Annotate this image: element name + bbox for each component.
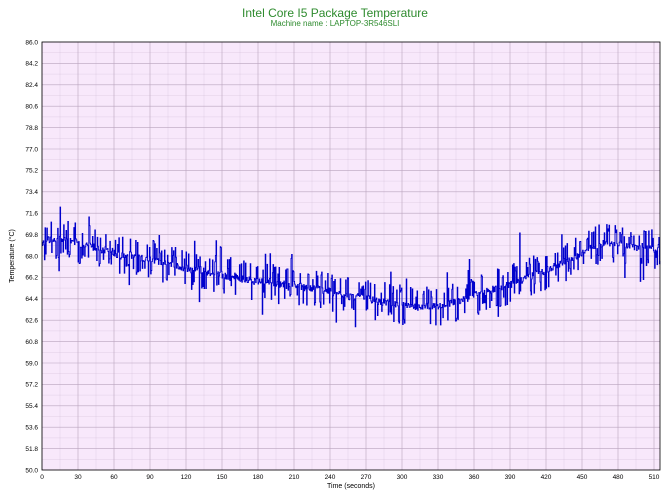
y-tick-label: 57.2 [25,382,38,389]
x-tick-label: 30 [74,474,82,481]
x-tick-label: 150 [217,474,228,481]
y-tick-label: 64.4 [25,296,38,303]
y-tick-label: 66.2 [25,275,38,282]
y-tick-label: 55.4 [25,403,38,410]
x-tick-label: 510 [649,474,660,481]
y-tick-label: 69.8 [25,232,38,239]
y-tick-label: 60.8 [25,339,38,346]
y-tick-label: 78.8 [25,125,38,132]
x-tick-label: 300 [397,474,408,481]
y-tick-label: 84.2 [25,61,38,68]
temperature-series-line [42,206,661,328]
y-tick-label: 50.0 [25,467,38,474]
x-tick-label: 480 [613,474,624,481]
y-tick-label: 86.0 [25,39,38,46]
x-tick-label: 120 [181,474,192,481]
x-tick-label: 270 [361,474,372,481]
x-tick-label: 330 [433,474,444,481]
y-tick-label: 75.2 [25,168,38,175]
x-tick-label: 180 [253,474,264,481]
y-tick-label: 80.6 [25,104,38,111]
y-axis-label: Temperature (°C) [8,229,16,283]
x-tick-label: 210 [289,474,300,481]
y-tick-label: 77.0 [25,146,38,153]
x-axis-label: Time (seconds) [327,483,375,490]
ticks: 86.0 84.2 82.4 80.6 78.8 77.0 75.2 73.4 71.6 69.8… [25,39,659,481]
chart-title: Intel Core I5 Package Temperature [242,6,428,20]
x-tick-label: 0 [40,474,44,481]
y-tick-label: 73.4 [25,189,38,196]
plot-border [41,41,661,471]
x-tick-label: 240 [325,474,336,481]
y-tick-label: 53.6 [25,425,38,432]
y-tick-label: 82.4 [25,82,38,89]
x-tick-label: 90 [146,474,154,481]
x-tick-label: 360 [469,474,480,481]
y-tick-label: 71.6 [25,211,38,218]
y-tick-label: 51.8 [25,446,38,453]
x-tick-label: 450 [577,474,588,481]
x-tick-label: 420 [541,474,552,481]
series-layer [42,206,661,328]
y-tick-label: 59.0 [25,360,38,367]
x-tick-label: 60 [110,474,118,481]
x-tick-label: 390 [505,474,516,481]
y-tick-label: 62.6 [25,318,38,325]
chart-subtitle: Machine name : LAPTOP-3R546SLI [270,19,400,28]
y-tick-label: 68.0 [25,253,38,260]
